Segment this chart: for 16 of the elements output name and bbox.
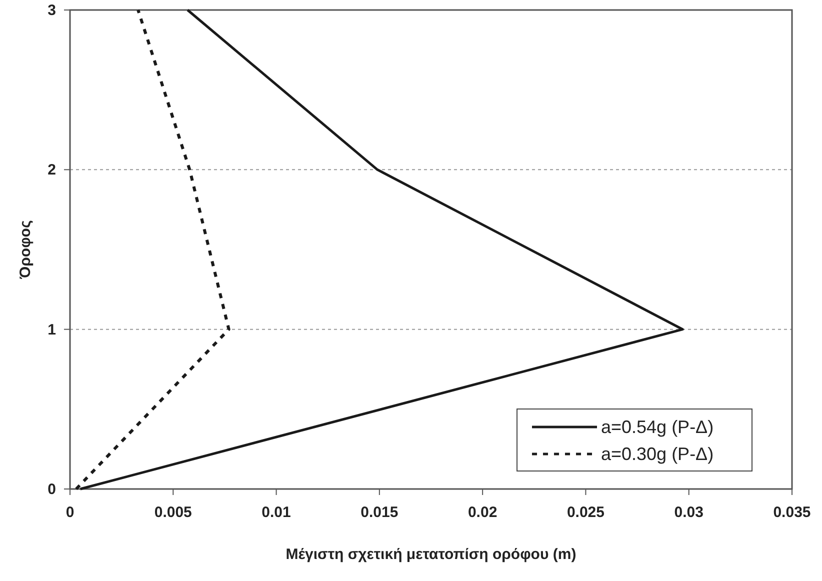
x-tick-label: 0.015 bbox=[360, 504, 398, 521]
x-tick-label: 0.01 bbox=[262, 504, 291, 521]
y-tick-label: 2 bbox=[48, 162, 56, 179]
y-axis-title: Όροφος bbox=[17, 220, 34, 280]
y-tick-label: 1 bbox=[48, 321, 56, 338]
y-tick-label: 0 bbox=[48, 481, 56, 498]
x-tick-label: 0.025 bbox=[566, 504, 604, 521]
x-tick-label: 0.02 bbox=[468, 504, 498, 521]
x-tick-label: 0.03 bbox=[674, 504, 704, 521]
x-tick-label: 0.035 bbox=[773, 504, 811, 521]
y-tick-label: 3 bbox=[48, 2, 56, 19]
legend-label: a=0.30g (P-Δ) bbox=[601, 444, 714, 464]
x-tick-label: 0.005 bbox=[154, 504, 192, 521]
x-tick-label: 0 bbox=[66, 504, 74, 521]
x-axis-title: Μέγιστη σχετική μετατοπίση ορόφου (m) bbox=[286, 546, 576, 563]
legend-label: a=0.54g (P-Δ) bbox=[601, 417, 714, 437]
